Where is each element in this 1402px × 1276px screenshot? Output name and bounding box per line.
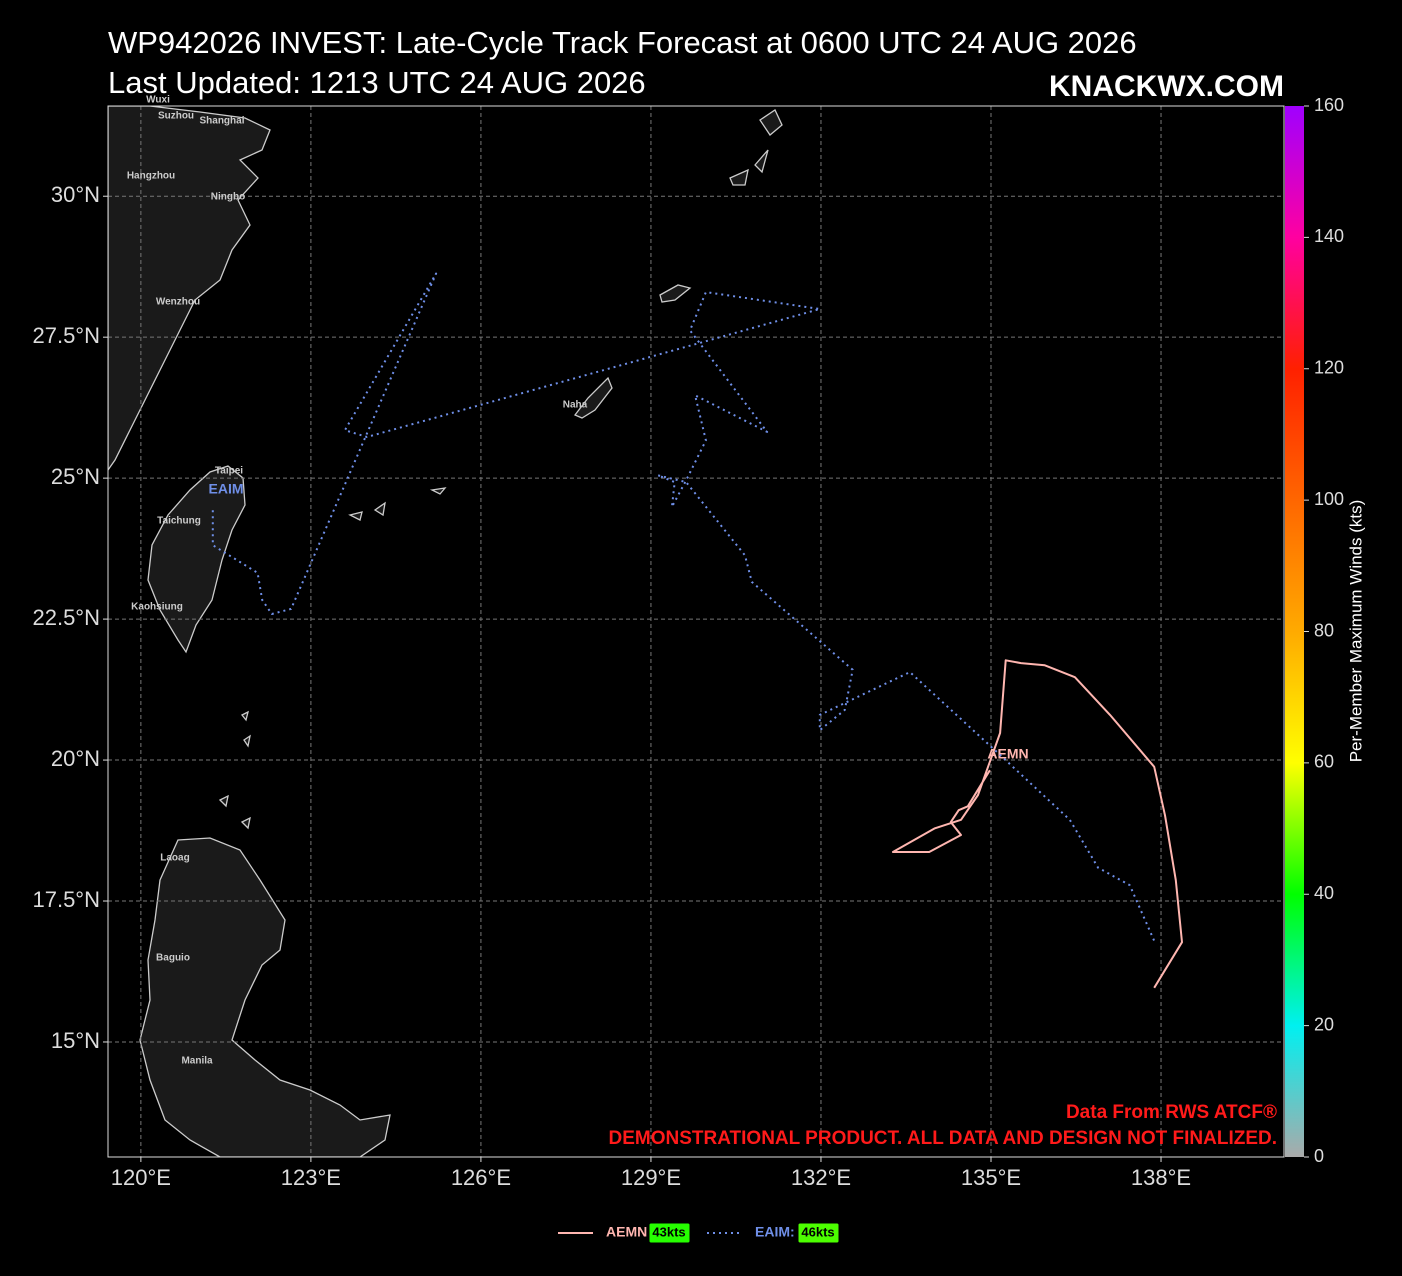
colorbar-tick-label: 0	[1314, 1146, 1324, 1166]
plot-frame	[107, 105, 1285, 1158]
y-tick-label: 30°N	[51, 182, 100, 207]
coast-china	[108, 106, 271, 472]
disclaimer: DEMONSTRATIONAL PRODUCT. ALL DATA AND DE…	[609, 1128, 1278, 1149]
coast-batanes	[218, 710, 251, 830]
colorbar-tick-label: 120	[1314, 358, 1344, 378]
y-tick-label: 27.5°N	[32, 323, 100, 348]
coast-kyushu-islands	[729, 109, 783, 186]
place-label: Wenzhou	[156, 297, 200, 308]
x-tick-label: 120°E	[111, 1165, 171, 1190]
colorbar-tick-label: 140	[1314, 226, 1344, 246]
y-tick-label: 20°N	[51, 746, 100, 771]
colorbar-tick-label: 160	[1314, 95, 1344, 115]
track-label: AEMN	[987, 746, 1028, 762]
place-label: Hangzhou	[127, 171, 175, 182]
x-tick-label: 129°E	[621, 1165, 681, 1190]
x-tick-label: 138°E	[1131, 1165, 1191, 1190]
coast-sakishima	[348, 487, 447, 521]
map-layer	[108, 106, 783, 1157]
coast-taiwan	[147, 465, 246, 654]
brand: KNACKWX.COM	[1049, 70, 1284, 103]
place-label: Naha	[563, 400, 588, 411]
coast-okinawa	[573, 376, 613, 419]
track-label: EAIM	[209, 481, 244, 497]
place-label: Taipei	[215, 466, 243, 477]
legend-wind-badge	[797, 1222, 840, 1244]
place-label: Kaohsiung	[131, 602, 183, 613]
coast-amami	[659, 284, 692, 303]
chart-title: WP942026 INVEST: Late-Cycle Track Foreca…	[108, 25, 1137, 60]
place-label: Ningbo	[211, 192, 245, 203]
place-label: Wuxi	[146, 95, 170, 106]
x-tick-label: 126°E	[451, 1165, 511, 1190]
y-tick-label: 17.5°N	[32, 887, 100, 912]
colorbar-tick-label: 80	[1314, 620, 1334, 640]
colorbar-tick-label: 20	[1314, 1014, 1334, 1034]
chart-subtitle: Last Updated: 1213 UTC 24 AUG 2026	[108, 65, 646, 100]
place-label: Shanghai	[199, 116, 244, 127]
track-layer: AEMN EAIM	[209, 272, 1183, 989]
place-label: Baguio	[156, 953, 190, 964]
y-tick-label: 22.5°N	[32, 605, 100, 630]
place-label: Taichung	[157, 516, 201, 527]
source-note: Data From RWS ATCF®	[1066, 1102, 1277, 1123]
legend-wind-label: 43kts	[652, 1224, 685, 1239]
place-label: Laoag	[160, 853, 189, 864]
legend-label: EAIM:	[755, 1224, 795, 1240]
colorbar-tick-label: 40	[1314, 883, 1334, 903]
y-tick-label: 25°N	[51, 464, 100, 489]
place-label: Suzhou	[158, 111, 194, 122]
place-label: Manila	[181, 1056, 213, 1067]
legend-label: AEMN:	[606, 1224, 652, 1240]
x-tick-label: 135°E	[961, 1165, 1021, 1190]
colorbar	[1285, 106, 1304, 1157]
x-tick-label: 132°E	[791, 1165, 851, 1190]
legend: AEMN: 43kts EAIM: 46kts	[558, 1222, 840, 1244]
y-tick-label: 15°N	[51, 1028, 100, 1053]
coast-luzon	[139, 837, 391, 1157]
track-line	[211, 272, 1156, 943]
colorbar-label: Per-Member Maximum Winds (kts)	[1346, 500, 1365, 763]
colorbar-tick-label: 100	[1314, 489, 1344, 509]
legend-wind-label: 46kts	[801, 1224, 834, 1239]
colorbar-tick-label: 60	[1314, 752, 1334, 772]
legend-wind-badge	[648, 1222, 691, 1244]
grid-layer: 120°E 123°E 126°E 129°E 132°E 135°E 138°E 15°N 1…	[32, 95, 1284, 1190]
x-tick-label: 123°E	[281, 1165, 341, 1190]
track-line	[891, 659, 1183, 989]
